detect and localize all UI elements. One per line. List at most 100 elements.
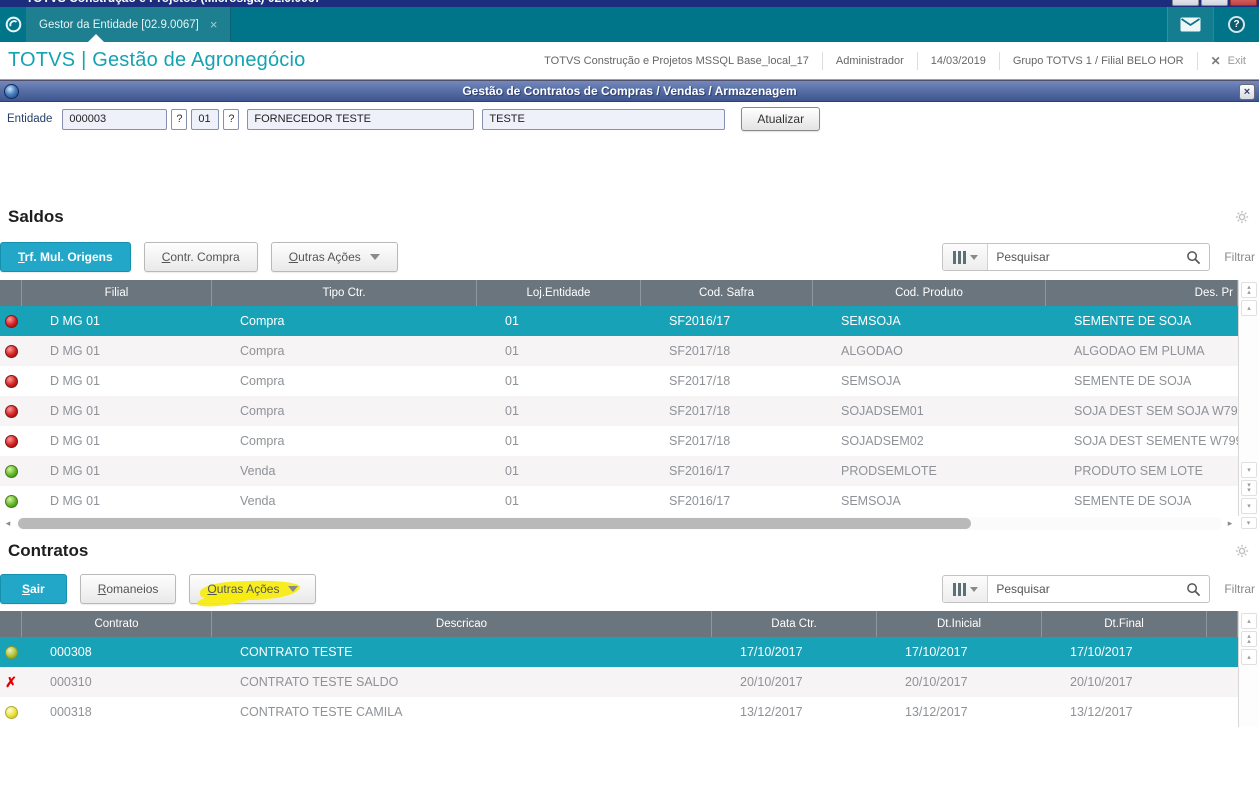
horizontal-scrollbar[interactable]: ◂ ▸ ▾ [0,516,1259,530]
entity-shortname-field[interactable] [482,108,726,130]
gear-icon[interactable] [1235,544,1249,558]
cell-safra: SF2017/18 [669,404,731,418]
cell-loja: 01 [505,494,519,508]
table-row[interactable]: D MG 01 Compra 01 SF2017/18 SOJADSEM01 SOJA D… [0,396,1238,426]
scroll-right-icon[interactable]: ▸ [1222,516,1238,530]
store-lookup-button[interactable]: ? [223,108,240,130]
trf-mul-origens-button[interactable]: Trf. Mul. Origens [0,242,131,272]
column-header-status[interactable] [0,611,22,637]
column-header-status[interactable] [0,280,22,306]
scroll-page-up-icon[interactable]: ▴ ▴ [1241,282,1257,298]
table-row[interactable]: D MG 01 Compra 01 SF2017/18 ALGODAO ALGODAO E… [0,336,1238,366]
cell-produto: SEMSOJA [841,494,901,508]
cell-filial: D MG 01 [50,314,101,328]
status-red-icon [4,374,18,388]
column-header-contrato[interactable]: Contrato [22,611,212,637]
contratos-heading: Contratos [8,541,89,560]
table-row[interactable]: 000308 CONTRATO TESTE 17/10/2017 17/10/2017… [0,637,1238,667]
romaneios-button[interactable]: Romaneios [79,574,177,604]
status-green-icon [4,464,18,478]
refresh-button[interactable]: Atualizar [741,107,821,131]
saldos-grid-header: Filial Tipo Ctr. Loj.Entidade Cod. Safra Cod… [0,280,1238,306]
vertical-scrollbar[interactable]: ▴ ▴ ▴ ▴ [1238,611,1259,727]
column-header-dt_inicial[interactable]: Dt.Inicial [877,611,1042,637]
saldos-filter-link[interactable]: Filtrar [1224,250,1255,264]
column-filter-button[interactable] [943,576,989,602]
column-header-descricao[interactable]: Descricao [212,611,712,637]
table-row[interactable]: D MG 01 Compra 01 SF2016/17 SEMSOJA SEMENTE D… [0,306,1238,336]
table-row[interactable]: D MG 01 Compra 01 SF2017/18 SOJADSEM02 SOJA D… [0,426,1238,456]
dialog-icon [4,83,19,99]
cell-dt_inicial: 13/12/2017 [905,705,968,719]
vertical-scrollbar[interactable]: ▴ ▴ ▴ ▾ ▾ ▾ ▾ [1238,280,1259,516]
column-header-safra[interactable]: Cod. Safra [641,280,813,306]
entity-code-field[interactable] [62,108,168,130]
contratos-outras-acoes-button[interactable]: Outras Ações [189,574,317,604]
scroll-page-down-icon[interactable]: ▾ ▾ [1241,480,1257,496]
tab-gestor-da-entidade[interactable]: Gestor da Entidade [02.9.0067] × [26,7,232,42]
exit-button[interactable]: ✕ Exit [1196,51,1259,70]
cell-safra: SF2017/18 [669,434,731,448]
table-row[interactable]: 000318 CONTRATO TESTE CAMILA 13/12/2017 13/… [0,697,1238,727]
cell-filial: D MG 01 [50,374,101,388]
column-header-dt_final[interactable]: Dt.Final [1042,611,1207,637]
scrollbar-track[interactable] [1240,666,1258,726]
scrollbar-track[interactable] [1240,317,1258,461]
horizontal-scroll-track[interactable] [16,516,1222,530]
column-header-data_ctr[interactable]: Data Ctr. [712,611,877,637]
chevron-down-icon [969,586,978,592]
scroll-up-icon[interactable]: ▴ [1241,613,1257,629]
minimize-button[interactable] [1172,0,1199,6]
column-header-blank[interactable] [1207,611,1238,637]
totvs-logo-icon[interactable] [0,7,26,42]
maximize-button[interactable] [1201,0,1228,6]
cell-dt_final: 13/12/2017 [1070,705,1133,719]
column-header-tipo[interactable]: Tipo Ctr. [212,280,477,306]
cell-descricao: CONTRATO TESTE CAMILA [240,705,403,719]
button-label: Contr. Compra [161,250,240,264]
button-label: Outras Ações [288,250,361,264]
table-row[interactable]: ✗ 000310 CONTRATO TESTE SALDO 20/10/2017 20/… [0,667,1238,697]
cell-descricao: SEMENTE DE SOJA [1074,314,1192,328]
column-header-produto[interactable]: Cod. Produto [813,280,1046,306]
scroll-left-icon[interactable]: ◂ [0,516,16,530]
column-header-filial[interactable]: Filial [22,280,212,306]
scroll-down-icon[interactable]: ▾ [1241,462,1257,478]
store-code-field[interactable] [191,108,220,130]
brand-title: TOTVS | Gestão de Agronegócio [8,49,306,71]
scroll-down-icon[interactable]: ▾ [1240,517,1257,529]
sair-button[interactable]: Sair [0,574,67,604]
table-row[interactable]: D MG 01 Venda 01 SF2016/17 PRODSEMLOTE PRODUT… [0,456,1238,486]
column-filter-button[interactable] [943,244,989,270]
saldos-heading: Saldos [8,207,64,226]
help-icon[interactable]: ? [1213,7,1259,42]
search-icon[interactable] [1182,582,1209,597]
status-green-icon [4,494,18,508]
saldos-outras-acoes-button[interactable]: Outras Ações [270,242,398,272]
mail-icon[interactable] [1167,7,1213,42]
button-label: Trf. Mul. Origens [18,250,113,264]
column-header-loja[interactable]: Loj.Entidade [477,280,641,306]
scroll-home-icon[interactable]: ▴ [1241,649,1257,665]
entity-name-field[interactable] [247,108,475,130]
entity-lookup-button[interactable]: ? [171,108,188,130]
search-icon[interactable] [1182,250,1209,265]
horizontal-scroll-thumb[interactable] [18,517,971,529]
dialog-close-button[interactable]: × [1239,84,1255,100]
contratos-filter-link[interactable]: Filtrar [1224,582,1255,596]
cell-dt_inicial: 20/10/2017 [905,675,968,689]
column-header-descricao[interactable]: Des. Pr [1046,280,1238,306]
saldos-search-input[interactable] [988,250,1183,264]
tab-close-icon[interactable]: × [209,17,218,32]
exit-x-icon: ✕ [1210,53,1221,68]
gear-icon[interactable] [1235,210,1249,224]
contr-compra-button[interactable]: Contr. Compra [143,242,258,272]
contratos-search-input[interactable] [988,582,1183,596]
close-button[interactable] [1230,0,1257,6]
scroll-end-icon[interactable]: ▾ [1241,498,1257,514]
cell-status [0,306,22,336]
scroll-page-up-icon[interactable]: ▴ ▴ [1241,631,1257,647]
table-row[interactable]: D MG 01 Compra 01 SF2017/18 SEMSOJA SEMENTE D… [0,366,1238,396]
scroll-up-icon[interactable]: ▴ [1241,300,1257,316]
table-row[interactable]: D MG 01 Venda 01 SF2016/17 SEMSOJA SEMENTE DE… [0,486,1238,516]
